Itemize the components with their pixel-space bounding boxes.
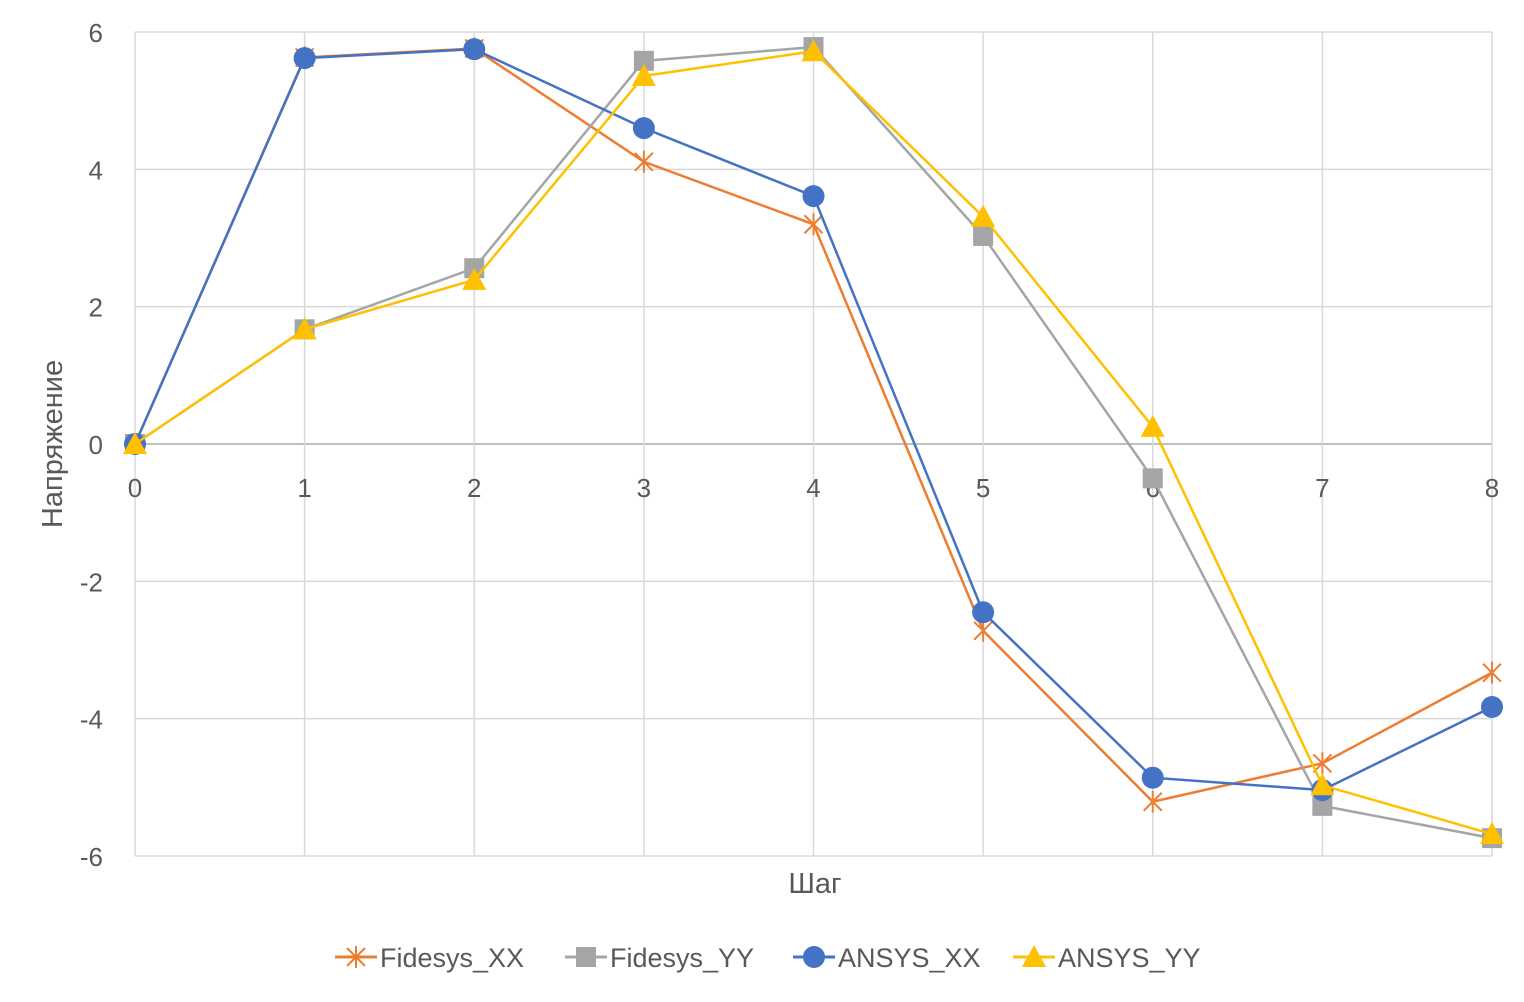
x-tick-label: 8 [1485,473,1499,503]
x-tick-label: 1 [297,473,311,503]
legend-item: ANSYS_YY [1013,943,1201,973]
circle-marker [293,47,316,70]
legend-label: ANSYS_YY [1058,943,1201,973]
legend-item: Fidesys_XX [335,943,524,973]
x-tick-label: 2 [467,473,481,503]
triangle-marker [1480,822,1504,845]
x-tick-label: 5 [976,473,990,503]
y-tick-label: -4 [80,705,103,735]
y-tick-label: -6 [80,842,103,872]
x-tick-label: 0 [128,473,142,503]
legend: Fidesys_XX Fidesys_YY ANSYS_XX ANSYS_YY [335,943,1201,973]
circle-marker [802,185,825,208]
triangle-marker [292,317,317,340]
series-group [123,37,1504,849]
triangle-marker [631,63,656,86]
square-marker [1142,468,1163,489]
y-tick-label: 2 [89,293,103,323]
legend-label: Fidesys_XX [380,943,524,973]
gridlines [134,31,1493,857]
x-tick-label: 3 [637,473,651,503]
circle-marker [1141,766,1164,789]
y-axis-label: Напряжение [37,360,69,528]
x-tick-label: 7 [1315,473,1329,503]
star-marker [1143,790,1163,813]
square-marker [633,50,654,71]
circle-marker [1481,695,1503,718]
y-tick-label: 6 [89,18,103,48]
triangle-marker [1022,945,1046,967]
star-marker [803,213,824,236]
triangle-marker [462,267,487,290]
circle-marker [803,946,825,968]
square-marker [973,225,994,246]
series-ansys-yy [123,39,1504,845]
y-tick-label: -2 [80,567,103,597]
star-marker [634,150,654,173]
x-tick-label: 4 [806,473,820,503]
square-marker [1312,795,1333,816]
circle-marker [463,38,486,61]
triangle-marker [1310,773,1335,796]
star-marker [973,619,993,642]
triangle-marker [971,204,996,227]
triangle-marker [1140,414,1165,437]
triangle-marker [123,432,147,454]
circle-marker [972,601,995,624]
star-marker [1312,752,1333,775]
triangle-marker [801,39,826,62]
legend-label: ANSYS_XX [838,943,981,973]
circle-marker [632,117,655,140]
legend-item: Fidesys_YY [565,943,754,973]
legend-item: ANSYS_XX [793,943,981,973]
star-marker [346,946,366,968]
star-marker [1482,661,1502,684]
x-axis-label: Шаг [788,868,841,900]
square-marker [576,947,596,967]
legend-label: Fidesys_YY [610,943,754,973]
y-tick-label: 4 [89,155,103,185]
y-tick-label: 0 [89,430,103,460]
